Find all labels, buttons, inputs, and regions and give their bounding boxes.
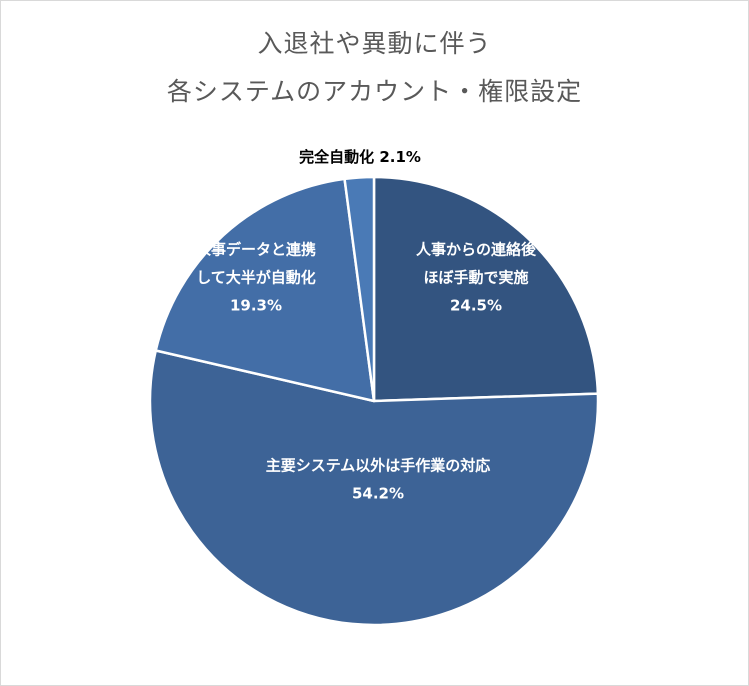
slice-4-label: 完全自動化 2.1% [299, 148, 421, 166]
slice-2-value-label: 54.2% [352, 485, 404, 503]
pie-slice-3 [154, 177, 376, 403]
pie-slice-2 [148, 349, 600, 627]
slice-3-label-line-2: して大半が自動化 [196, 269, 316, 287]
pie-slice-4 [343, 175, 376, 403]
slice-3-label-line-1: 人事データと連携 [196, 241, 316, 259]
slice-3-value-label: 19.3% [230, 297, 282, 315]
slice-4-value-label: 2.1% [379, 148, 421, 166]
slice-4-label-text: 完全自動化 [299, 148, 379, 166]
pie-slice-1 [372, 175, 600, 403]
chart-title-line-1: 入退社や異動に伴う [257, 29, 492, 58]
chart-title-line-2: 各システムのアカウント・権限設定 [166, 77, 583, 106]
slice-1-value-label: 24.5% [450, 297, 502, 315]
pie-slices [148, 175, 600, 627]
slice-1-label-line-2: ほぼ手動で実施 [423, 269, 528, 287]
slice-1-label-line-1: 人事からの連絡後 [416, 241, 537, 259]
slice-2-label-line-1: 主要システム以外は手作業の対応 [266, 457, 491, 475]
